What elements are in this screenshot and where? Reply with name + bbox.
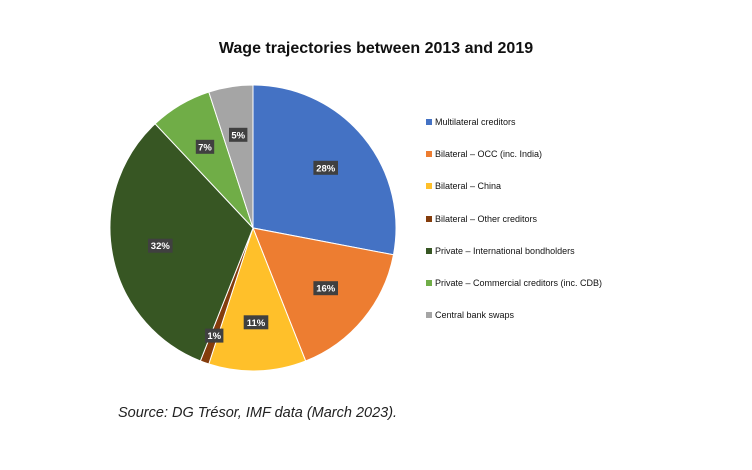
legend-label: Central bank swaps <box>435 310 515 321</box>
chart-legend: Multilateral creditors Bilateral – OCC (i… <box>426 117 602 342</box>
data-label-box <box>313 160 338 175</box>
chart-title: Wage trajectories between 2013 and 2019 <box>218 40 534 57</box>
legend-swatch <box>426 312 432 319</box>
legend-label: Multilateral creditors <box>435 117 516 127</box>
legend-label: Private – Commercial creditors (inc. CDB… <box>435 277 603 288</box>
pie-data-labels: 28% 16% 11% 1% 32% 7% 5% <box>148 127 338 343</box>
legend-item: Central bank swaps <box>426 310 602 342</box>
legend-swatch <box>426 119 432 125</box>
legend-label: Bilateral – China <box>435 181 502 192</box>
legend-swatch <box>426 151 432 158</box>
data-label: 32% <box>151 241 171 252</box>
legend-swatch <box>426 183 432 190</box>
pie-slices <box>109 84 397 372</box>
legend-swatch <box>426 247 432 254</box>
data-label-box <box>195 139 215 154</box>
legend-swatch <box>426 215 432 222</box>
data-label: 7% <box>198 142 212 153</box>
data-label: 16% <box>316 284 336 295</box>
data-label-box <box>205 328 224 343</box>
legend-label: Bilateral – OCC (inc. India) <box>435 149 543 160</box>
pie-slice-private-international-bondholders <box>109 123 254 362</box>
legend-item: Bilateral – China <box>426 181 602 213</box>
legend-label: Bilateral – Other creditors <box>435 213 538 224</box>
legend-item: Private – Commercial creditors (inc. CDB… <box>426 278 602 310</box>
data-label: 28% <box>316 163 336 174</box>
data-label: 1% <box>207 331 221 342</box>
data-label: 11% <box>247 318 266 329</box>
pie-slice-bilateral-china <box>208 226 307 372</box>
legend-item: Multilateral creditors <box>426 117 602 149</box>
legend-item: Bilateral – OCC (inc. India) <box>426 149 602 181</box>
data-label-box <box>313 281 338 296</box>
legend-item: Bilateral – Other creditors <box>426 214 602 246</box>
source-note: Source: DG Trésor, IMF data (March 2023)… <box>118 405 398 421</box>
data-label: 5% <box>231 130 245 141</box>
legend-label: Private – International bondholders <box>435 245 575 256</box>
pie-slice-central-bank-swaps <box>208 84 254 229</box>
data-label-box <box>243 315 269 330</box>
data-label-box <box>148 238 173 253</box>
legend-item: Private – International bondholders <box>426 246 602 278</box>
data-label-box <box>229 127 248 142</box>
legend-swatch <box>426 279 432 286</box>
